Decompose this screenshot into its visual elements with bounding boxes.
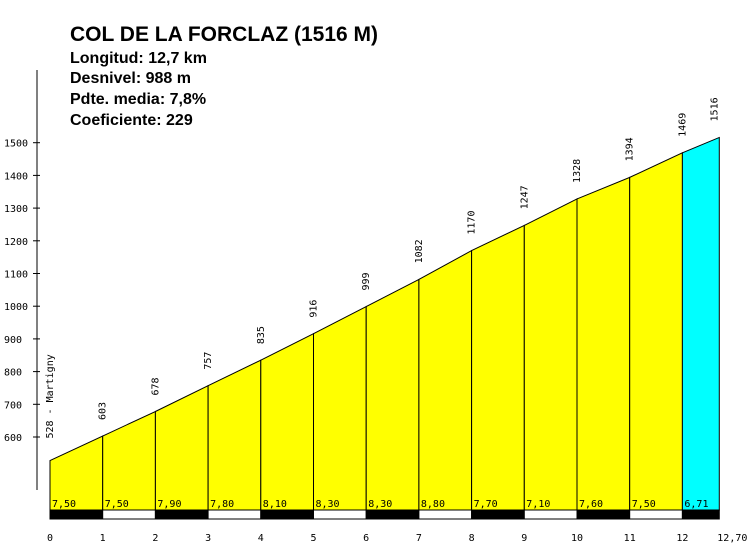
altitude-label: 999 — [361, 272, 372, 290]
gradient-label: 7,70 — [474, 499, 498, 510]
stat-pendiente-media: Pdte. media: 7,8% — [70, 91, 206, 108]
chart-title: COL DE LA FORCLAZ (1516 M) — [70, 23, 378, 46]
gradient-label: 8,10 — [263, 499, 287, 510]
x-tick-label: 9 — [521, 533, 527, 544]
x-tick-label: 12 — [676, 533, 688, 544]
altitude-label: 678 — [150, 377, 161, 395]
gradient-label: 6,71 — [684, 499, 708, 510]
profile-segment — [418, 249, 473, 511]
y-tick-label: 1500 — [4, 139, 28, 150]
altitude-label: 528 - Martigny — [45, 354, 56, 438]
x-tick-label: 2 — [152, 533, 158, 544]
gradient-label: 8,30 — [316, 499, 340, 510]
altitude-label: 603 — [98, 402, 109, 420]
gradient-label: 7,50 — [52, 499, 76, 510]
gradient-label: 7,60 — [579, 499, 603, 510]
scale-bar-segment — [471, 509, 525, 520]
altitude-label: 1394 — [625, 137, 636, 161]
stat-longitud-value: 12,7 km — [148, 50, 207, 67]
gradient-label: 7,50 — [105, 499, 129, 510]
scale-bar-segment — [418, 509, 473, 520]
scale-bar-segment — [313, 509, 367, 520]
gradient-label: 7,50 — [632, 499, 656, 510]
x-tick-label: 6 — [363, 533, 369, 544]
altitude-label: 1170 — [467, 211, 478, 235]
x-tick-labels: 0 1 2 3 4 5 6 7 8 9 10 11 12 12,70 — [47, 533, 747, 544]
gradient-label: 7,80 — [210, 499, 234, 510]
gradient-label: 8,30 — [368, 499, 392, 510]
profile-segment — [260, 332, 314, 511]
x-tick-label: 12,70 — [717, 533, 747, 544]
stat-coeficiente-label: Coeficiente — [70, 112, 156, 129]
altitude-label: 1469 — [677, 113, 688, 137]
profile-segments — [49, 136, 720, 511]
altitude-label: 835 — [256, 326, 267, 344]
altitude-label: 1082 — [414, 239, 425, 263]
scale-bar-segment — [629, 509, 683, 520]
stat-longitud: Longitud: 12,7 km — [70, 50, 207, 67]
scale-bar-segment — [523, 509, 578, 520]
y-axis: 600 700 800 900 1000 1100 1200 1300 1400 1500 — [4, 70, 40, 490]
y-tick-label: 1100 — [4, 270, 28, 281]
stat-coeficiente: Coeficiente: 229 — [70, 112, 193, 129]
y-tick-label: 1200 — [4, 237, 28, 248]
gradient-label: 8,80 — [421, 499, 445, 510]
stat-desnivel-label: Desnivel — [70, 70, 136, 87]
stat-pendiente-value: 7,8% — [170, 91, 206, 108]
altitude-labels: 528 - Martigny 603 678 757 835 916 999 1082 1170… — [45, 97, 720, 438]
altitude-label: 1247 — [519, 185, 530, 209]
x-tick-label: 5 — [310, 533, 316, 544]
stat-desnivel-value: 988 m — [146, 70, 191, 87]
gradient-label: 7,90 — [157, 499, 181, 510]
scale-bar-segment — [49, 509, 104, 520]
y-tick-label: 1400 — [4, 171, 28, 182]
x-tick-label: 0 — [47, 533, 53, 544]
profile-segment — [207, 359, 262, 511]
y-tick-label: 600 — [4, 433, 22, 444]
profile-segment — [576, 176, 631, 511]
gradient-label: 7,10 — [526, 499, 550, 510]
profile-segment — [365, 278, 420, 511]
y-tick-label: 700 — [4, 400, 22, 411]
x-tick-label: 11 — [624, 533, 636, 544]
profile-segment — [681, 136, 720, 511]
profile-segment — [629, 152, 683, 511]
altitude-label: 1328 — [572, 159, 583, 183]
altitude-label: 757 — [203, 352, 214, 370]
x-tick-label: 4 — [258, 533, 264, 544]
scale-bar-segment — [102, 509, 156, 520]
altitude-label: 1516 — [709, 97, 720, 121]
gradient-labels: 7,50 7,50 7,90 7,80 8,10 8,30 8,30 8,80 7,70 7,10… — [52, 499, 708, 510]
profile-segment — [154, 384, 209, 511]
stat-longitud-label: Longitud — [70, 50, 138, 67]
x-tick-label: 10 — [571, 533, 583, 544]
scale-bar-segment — [260, 509, 314, 520]
altitude-label: 916 — [309, 300, 320, 318]
scale-bar-segment — [681, 509, 720, 520]
y-tick-label: 800 — [4, 368, 22, 379]
y-tick-label: 900 — [4, 335, 22, 346]
stat-coeficiente-value: 229 — [166, 112, 193, 129]
x-tick-label: 7 — [416, 533, 422, 544]
stat-pendiente-label: Pdte. media — [70, 91, 160, 108]
scale-bar-segment — [154, 509, 209, 520]
x-tick-label: 3 — [205, 533, 211, 544]
stat-desnivel: Desnivel: 988 m — [70, 70, 191, 87]
profile-segment — [523, 198, 578, 511]
profile-segment — [313, 305, 367, 511]
y-tick-label: 1300 — [4, 204, 28, 215]
y-tick-label: 1000 — [4, 302, 28, 313]
climb-header: COL DE LA FORCLAZ (1516 M) Longitud: 12,… — [70, 23, 378, 129]
profile-segment — [471, 224, 525, 511]
x-tick-label: 1 — [100, 533, 106, 544]
x-tick-label: 8 — [469, 533, 475, 544]
profile-segment — [102, 410, 156, 511]
scale-bar-segment — [365, 509, 420, 520]
scale-bar-segment — [576, 509, 631, 520]
distance-scale-bar — [49, 509, 720, 520]
scale-bar-segment — [207, 509, 262, 520]
